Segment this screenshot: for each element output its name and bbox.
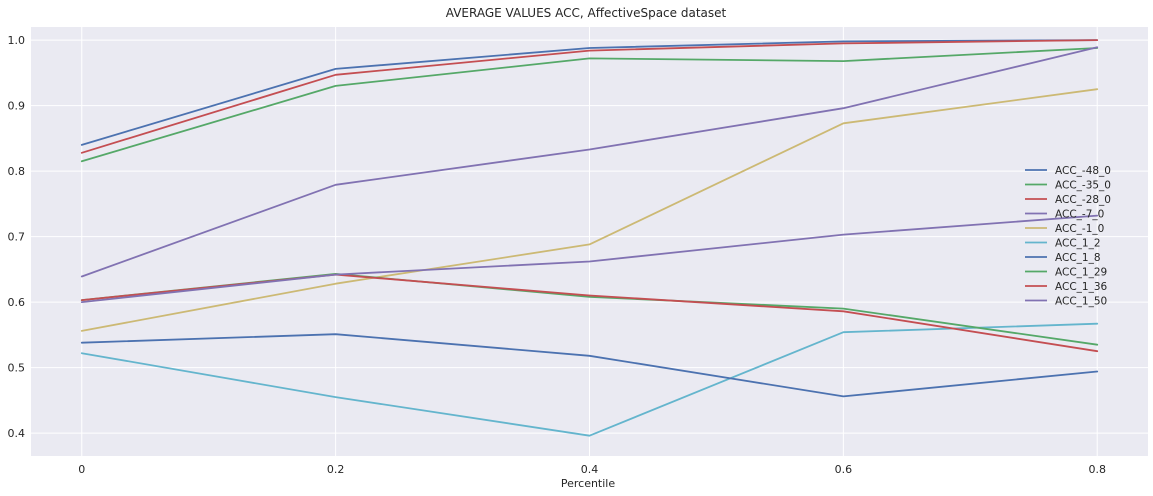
x-axis-label: Percentile [561,477,616,490]
y-axis-ticks: 0.4 0.5 0.6 0.7 0.8 0.9 1.0 [8,34,26,440]
legend-label: ACC_1_8 [1055,252,1101,264]
y-tick-label: 1.0 [8,34,26,47]
legend-label: ACC_1_50 [1055,296,1107,308]
legend-label: ACC_-7_0 [1055,209,1104,221]
series-line [80,46,1099,278]
legend-label: ACC_1_36 [1055,281,1108,293]
grid [31,27,1148,456]
series-line [80,88,1099,332]
legend-label: ACC_-48_0 [1055,165,1111,177]
series-line [80,333,1099,398]
x-tick-label: 0.6 [835,463,853,476]
series-line [80,39,1099,154]
series-line [80,39,1099,146]
series-lines [80,39,1099,437]
series-line [80,214,1099,304]
chart-title: AVERAGE VALUES ACC, AffectiveSpace datas… [446,6,727,20]
x-axis-ticks: 0 0.2 0.4 0.6 0.8 [78,463,1106,476]
y-tick-label: 0.7 [8,231,26,244]
x-tick-label: 0.4 [581,463,599,476]
legend: ACC_-48_0 ACC_-35_0 ACC_-28_0 ACC_-7_0 ACC_-… [1025,165,1111,308]
legend-label: ACC_-28_0 [1055,194,1111,206]
legend-label: ACC_-1_0 [1055,223,1104,235]
y-tick-label: 0.9 [8,100,26,113]
legend-label: ACC_1_2 [1055,238,1101,250]
legend-label: ACC_-35_0 [1055,180,1111,192]
y-tick-label: 0.8 [8,165,26,178]
y-tick-label: 0.4 [8,427,26,440]
legend-label: ACC_1_29 [1055,267,1107,279]
series-line [80,322,1099,437]
series-line [80,47,1099,163]
x-tick-label: 0.8 [1088,463,1106,476]
y-tick-label: 0.6 [8,296,26,309]
x-tick-label: 0 [78,463,85,476]
y-tick-label: 0.5 [8,362,26,375]
x-tick-label: 0.2 [327,463,345,476]
